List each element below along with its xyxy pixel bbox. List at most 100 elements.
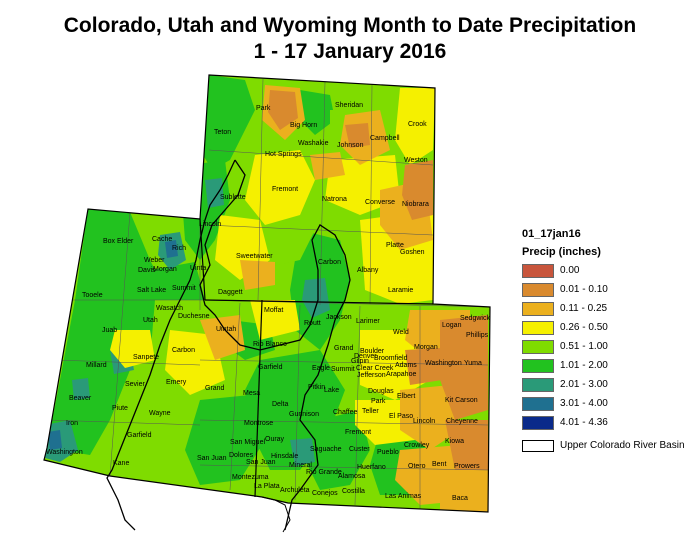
county-label: Mesa (243, 390, 260, 397)
county-label: Yuma (464, 360, 482, 367)
county-label: Teller (362, 408, 379, 415)
county-label: Tooele (82, 292, 103, 299)
county-label: Conejos (312, 490, 338, 497)
legend-label: 0.51 - 1.00 (560, 341, 608, 352)
county-label: La Plata (254, 483, 280, 490)
county-label: Uintah (216, 326, 236, 333)
legend-label: 1.01 - 2.00 (560, 360, 608, 371)
county-label: Park (371, 398, 386, 405)
county-label: Boulder (360, 348, 385, 355)
county-label: Wayne (149, 410, 171, 417)
county-label: Routt (304, 320, 321, 327)
county-label: Baca (452, 495, 468, 502)
legend-swatch (522, 377, 554, 392)
county-label: Rio Blanco (253, 341, 287, 348)
county-label: Cheyenne (446, 418, 478, 425)
county-label: Moffat (264, 307, 283, 314)
county-label: Jackson (326, 314, 352, 321)
county-label: Fremont (272, 186, 298, 193)
county-label: Rich (172, 245, 186, 252)
county-label: Washington (425, 360, 462, 367)
county-label: Morgan (153, 266, 177, 273)
county-label: Pitkin (308, 384, 325, 391)
county-label: Delta (272, 401, 288, 408)
county-label: Kit Carson (445, 397, 478, 404)
legend-item: 3.01 - 4.00 (522, 394, 685, 413)
county-label: El Paso (389, 413, 413, 420)
legend-label: 0.11 - 0.25 (560, 303, 608, 314)
county-label: Lincoln (413, 418, 435, 425)
county-label: Chaffee (333, 409, 357, 416)
county-label: Hot Springs (265, 151, 302, 158)
county-label: Pueblo (377, 449, 399, 456)
county-label: Arapahoe (386, 371, 416, 378)
county-label: Carbon (172, 347, 195, 354)
county-label: Summit (172, 285, 196, 292)
county-label: Prowers (454, 463, 480, 470)
legend-swatch (522, 301, 554, 316)
legend-item: 4.01 - 4.36 (522, 413, 685, 432)
legend-label: 0.26 - 0.50 (560, 322, 608, 333)
county-label: Grand (205, 385, 225, 392)
county-label: Garfield (127, 432, 152, 439)
county-label: Lincoln (199, 221, 221, 228)
county-label: Washakie (298, 140, 329, 147)
legend-item: 2.01 - 3.00 (522, 375, 685, 394)
county-label: Larimer (356, 318, 380, 325)
county-label: Davis (138, 267, 156, 274)
legend-swatch (522, 415, 554, 430)
county-label: Montrose (244, 420, 273, 427)
county-label: Duchesne (178, 313, 210, 320)
county-label: Washington (46, 449, 83, 456)
basin-boundary (106, 159, 351, 531)
county-label: Adams (395, 362, 417, 369)
county-label: Crowley (404, 442, 430, 449)
county-label: Sheridan (335, 102, 363, 109)
legend-basin-swatch (522, 439, 554, 452)
county-boundaries (47, 78, 490, 510)
precip-surface (44, 75, 490, 512)
county-label: Clear Creek (356, 365, 394, 372)
county-label: Beaver (69, 395, 92, 402)
county-label: Laramie (388, 287, 413, 294)
legend-swatch (522, 396, 554, 411)
legend-item: 0.00 (522, 261, 685, 280)
county-label: San Juan (197, 455, 227, 462)
basin-boundary-south (261, 496, 291, 533)
county-label: Mineral (289, 462, 312, 469)
county-label: Fremont (345, 429, 371, 436)
county-label: Eagle (312, 365, 330, 372)
legend-heading: Precip (inches) (522, 246, 601, 258)
legend-swatch (522, 263, 554, 278)
county-label: Albany (357, 267, 379, 274)
county-label: Teton (214, 129, 231, 136)
county-label: Sublette (220, 194, 246, 201)
county-label: Lake (324, 387, 339, 394)
county-label: Rio Grande (306, 469, 342, 476)
legend-swatch (522, 339, 554, 354)
county-label: Alamosa (338, 473, 365, 480)
county-label: Logan (442, 322, 462, 329)
county-label: Hinsdale (271, 453, 298, 460)
legend-label: 0.01 - 0.10 (560, 284, 608, 295)
county-label: Montezuma (232, 474, 269, 481)
county-label: Millard (86, 362, 107, 369)
county-label: Salt Lake (137, 287, 166, 294)
county-label: Summit (331, 366, 355, 373)
county-label: Otero (408, 463, 426, 470)
legend-basin-row: Upper Colorado River Basin (522, 436, 685, 455)
legend-basin-label: Upper Colorado River Basin (560, 440, 685, 451)
county-label: Juab (102, 327, 117, 334)
county-label: Bent (432, 461, 446, 468)
county-label: Emery (166, 379, 187, 386)
legend-swatch (522, 282, 554, 297)
county-label: Gunnison (289, 411, 319, 418)
county-label: Ouray (265, 436, 285, 443)
county-label: Piute (112, 405, 128, 412)
legend-item: 0.01 - 0.10 (522, 280, 685, 299)
county-label: Carbon (318, 259, 341, 266)
county-label: Wasatch (156, 305, 183, 312)
county-label: Sanpete (133, 354, 159, 361)
legend-label: 3.01 - 4.00 (560, 398, 608, 409)
county-label: Weld (393, 329, 409, 336)
